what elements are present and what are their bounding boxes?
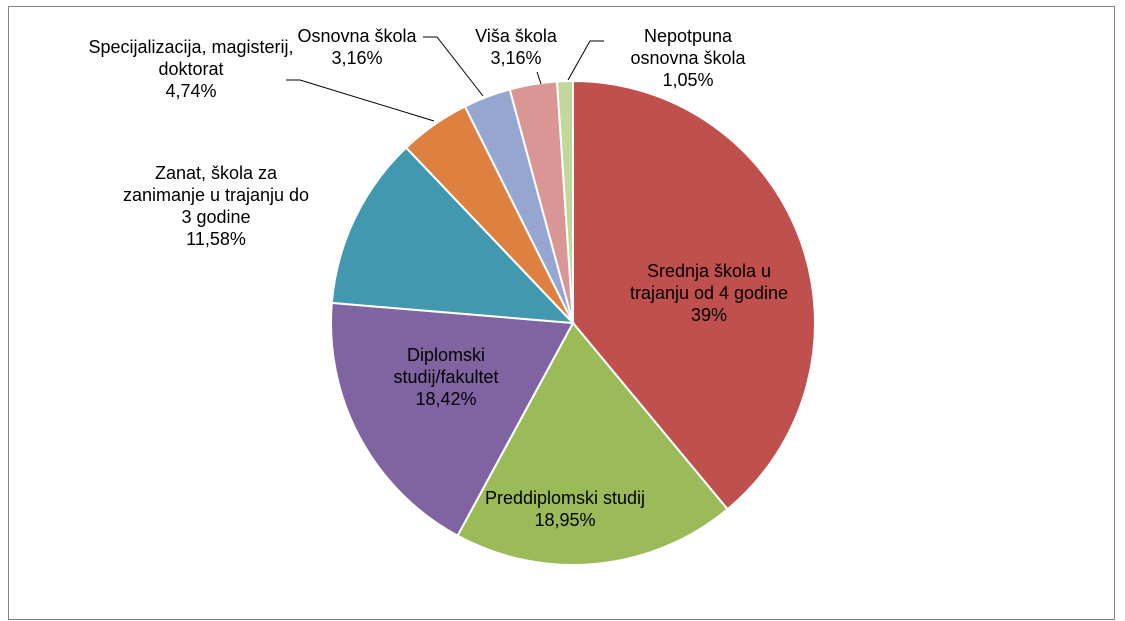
- value-label: 3,16%: [490, 48, 542, 68]
- value-label: 39%: [690, 305, 728, 325]
- category-label: Diplomski studij/fakultet: [393, 345, 499, 387]
- data-label: Preddiplomski studij 18,95%: [480, 487, 650, 531]
- value-label: 18,95%: [534, 510, 596, 530]
- value-label: 18,42%: [415, 389, 477, 409]
- category-label: Preddiplomski studij: [484, 488, 646, 508]
- data-label: Osnovna škola 3,16%: [282, 25, 432, 69]
- category-label: Specijalizacija, magisterij, doktorat: [88, 37, 294, 79]
- data-label: Zanat, škola za zanimanje u trajanju do …: [121, 162, 311, 250]
- category-label: Viša škola: [475, 26, 557, 46]
- value-label: 11,58%: [186, 229, 246, 249]
- value-label: 4,74%: [165, 81, 217, 101]
- data-label: Viša škola 3,16%: [461, 25, 571, 69]
- category-label: Nepotpuna osnovna škola: [630, 26, 746, 68]
- pie-slice: [555, 79, 574, 324]
- pie-slice: [572, 79, 816, 511]
- value-label: 1,05%: [662, 70, 714, 90]
- leader-line: [286, 79, 435, 122]
- data-label: Specijalizacija, magisterij, doktorat 4,7…: [86, 36, 296, 102]
- data-label: Diplomski studij/fakultet 18,42%: [371, 344, 521, 410]
- pie-slice: [330, 146, 576, 325]
- leader-line: [567, 40, 604, 81]
- leader-line: [536, 71, 542, 85]
- data-label: Nepotpuna osnovna škola 1,05%: [608, 25, 768, 91]
- pie-slice: [330, 301, 575, 538]
- category-label: Osnovna škola: [297, 26, 417, 46]
- pie-slice: [456, 321, 729, 566]
- category-label: Srednja škola u trajanju od 4 godine: [629, 261, 789, 303]
- value-label: 3,16%: [331, 48, 383, 68]
- leader-line: [423, 36, 484, 97]
- data-label: Srednja škola u trajanju od 4 godine 39%: [624, 260, 794, 326]
- category-label: Zanat, škola za zanimanje u trajanju do …: [122, 163, 310, 227]
